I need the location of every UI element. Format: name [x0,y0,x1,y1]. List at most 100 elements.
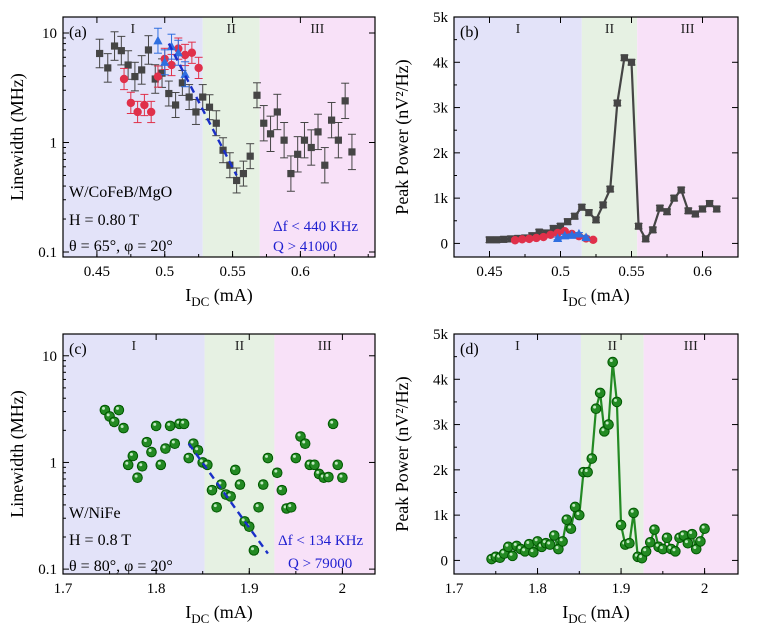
data-point [611,396,623,408]
plot-area [486,356,710,565]
data-point [557,536,568,547]
data-point [565,523,577,535]
data-point-highlight [584,469,588,473]
data-point-highlight [139,463,143,467]
data-point [684,207,692,215]
data-point [309,459,320,471]
y-tick-label: 10 [42,349,57,365]
x-tick-label: 0.55 [618,264,644,280]
data-point-highlight [264,454,268,458]
data-point [507,550,518,562]
data-point-highlight [171,440,175,444]
data-point [146,446,157,458]
data-point [564,218,572,226]
data-point [219,146,227,154]
data-point-highlight [325,473,329,477]
y-axis-label: Peak Power (nV²/Hz) [392,59,413,214]
x-tick-label: 1.9 [240,581,259,597]
data-point [138,66,146,74]
data-point-highlight [572,503,576,507]
series-blue [553,228,591,243]
data-point [578,203,586,211]
data-point [257,479,269,490]
y-tick-label: 1k [433,508,449,524]
data-point-highlight [204,461,208,465]
annotation-a-theta: θ = 65°, φ = 20° [69,238,173,255]
annotation-c-q: Q > 79000 [288,556,352,572]
panel-label: (d) [460,341,479,358]
data-point [586,453,598,464]
data-point [571,212,579,220]
data-point [500,235,508,243]
data-point [158,69,166,77]
data-point-highlight [185,454,189,458]
data-point [187,48,197,57]
region-II-label: II [227,22,237,37]
data-point [539,232,548,242]
x-axis-label-main: I [185,602,191,622]
data-point [150,420,162,432]
x-tick-label: 1.8 [147,581,166,597]
data-point-highlight [190,440,194,444]
data-point [280,136,288,144]
data-point-highlight [251,547,255,551]
data-point [160,57,170,66]
data-point [113,404,125,416]
data-point-highlight [106,413,110,417]
data-point [206,484,218,496]
data-point [706,199,714,208]
data-point [132,472,143,483]
data-point-highlight [530,549,534,553]
data-point [510,236,520,245]
y-tick-label: 0.1 [38,245,57,261]
data-point [171,101,180,109]
data-point [606,185,614,193]
data-point [173,47,183,57]
data-point [266,130,275,138]
data-point [260,119,268,127]
data-point-highlight [292,454,296,458]
data-point [146,107,156,117]
annotation-a-q: Q > 41000 [273,239,337,255]
data-point [117,47,125,55]
data-point-highlight [522,548,526,552]
data-point [332,459,344,471]
data-point [294,150,302,158]
y-tick-label: 5k [433,10,449,26]
data-point-highlight [316,470,320,474]
data-point [153,72,163,81]
y-tick-label: 0.1 [38,562,57,578]
data-point-highlight [593,405,597,409]
region-I-label: I [131,339,136,354]
region-I-label: I [516,22,521,37]
data-point-highlight [597,389,601,393]
data-point [185,93,193,101]
data-point [661,532,673,544]
y-tick-label: 2k [433,146,449,162]
data-point [567,230,577,239]
data-point [229,464,241,476]
data-point [233,176,241,185]
data-point-highlight [162,445,166,449]
data-point [532,233,541,243]
data-point [287,169,295,178]
data-point [548,530,560,541]
y-tick-label: 4k [433,372,449,388]
data-point-highlight [218,481,222,485]
x-tick-label: 0.5 [551,264,570,280]
data-point [627,58,636,66]
series-gray [485,54,721,244]
data-point-highlight [195,447,199,451]
region-II-band [202,17,260,257]
data-point [553,233,563,243]
y-axis-label: Linewidth (MHz) [7,73,28,200]
data-point [649,226,657,234]
data-point [192,108,200,116]
data-point-highlight [563,516,567,520]
x-axis-label: IDC (mA) [562,602,630,626]
data-point-highlight [659,545,663,549]
data-point [670,546,681,557]
x-axis-label: IDC (mA) [562,285,630,309]
region-I-band [454,334,581,574]
